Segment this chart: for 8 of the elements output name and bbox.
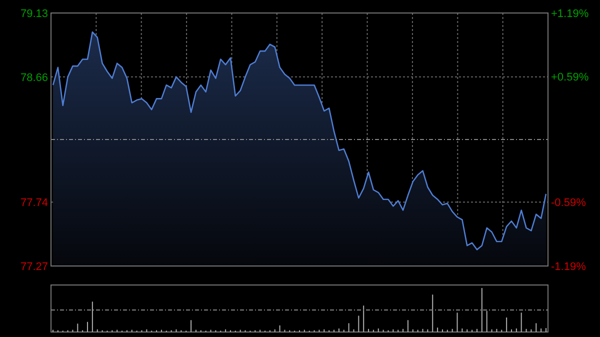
- y-tick-label: 79.13: [20, 8, 48, 20]
- y-tick-label: 78.66: [20, 72, 48, 84]
- y2-tick-label: +0.59%: [551, 72, 589, 84]
- y-tick-label: 77.27: [20, 260, 48, 273]
- y2-tick-label: +1.19%: [551, 8, 589, 20]
- y2-tick-label: -0.59%: [551, 197, 586, 210]
- y2-tick-label: -1.19%: [551, 260, 586, 273]
- y-tick-label: 77.74: [20, 196, 48, 209]
